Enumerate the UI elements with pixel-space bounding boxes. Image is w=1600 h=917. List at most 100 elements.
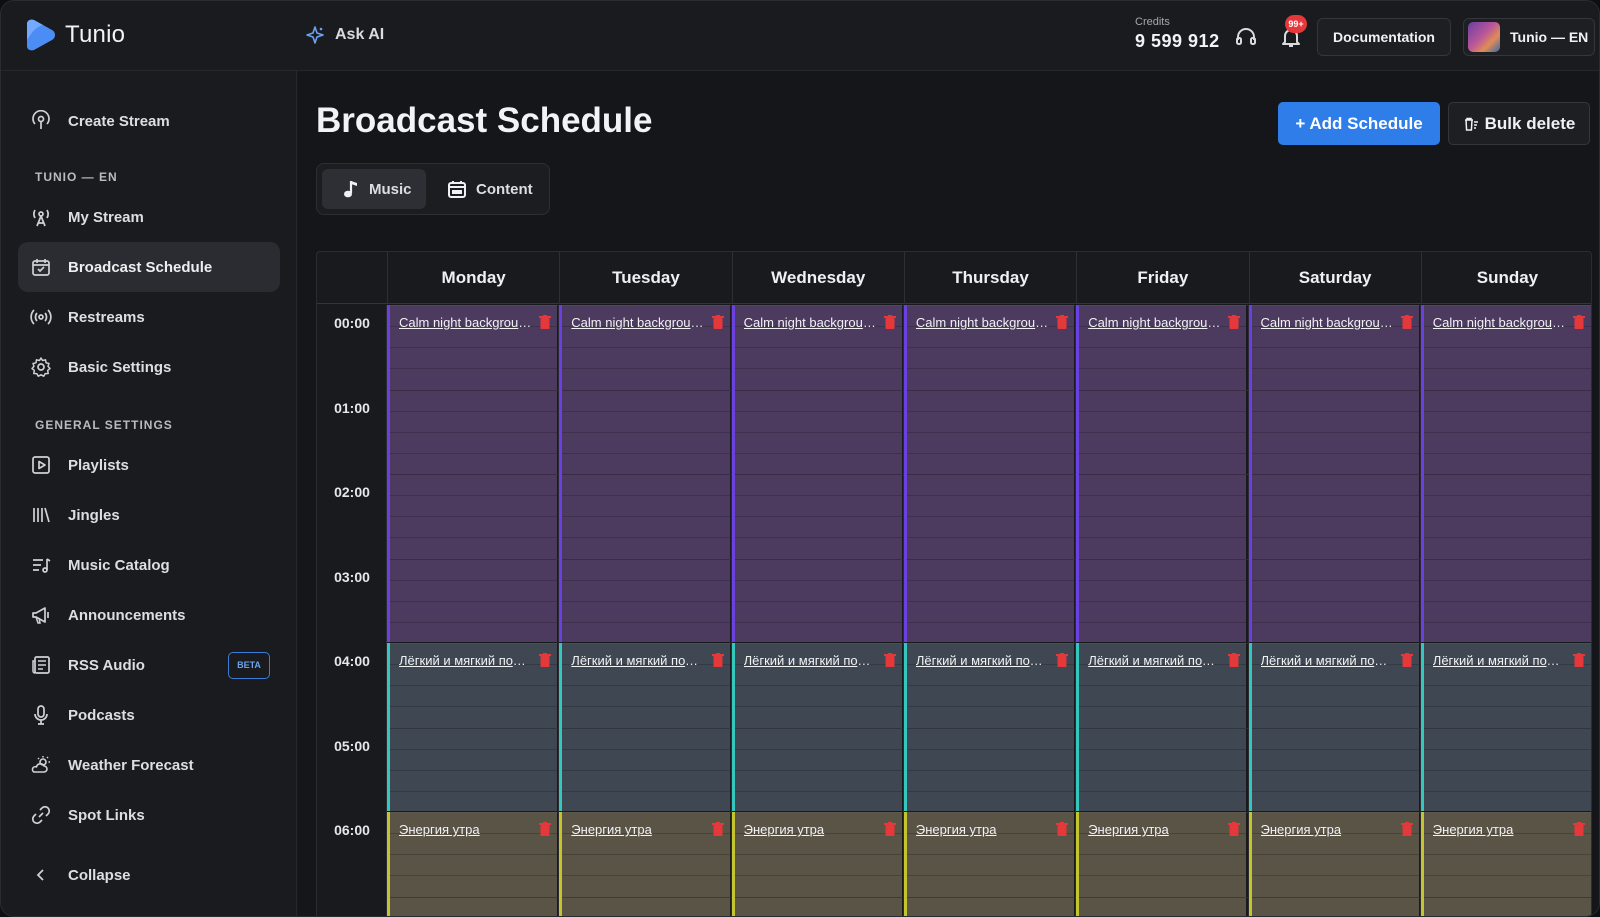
schedule-event[interactable]: Лёгкий и мягкий подкаст [903,643,1075,811]
sidebar-item-rss-audio[interactable]: RSS Audio BETA [18,640,280,690]
event-title[interactable]: Лёгкий и мягкий подкаст [1432,653,1566,668]
bulk-delete-button[interactable]: Bulk delete [1448,102,1590,145]
event-title[interactable]: Лёгкий и мягкий подкаст [1260,653,1393,668]
event-title[interactable]: Лёгкий и мягкий подкаст [1088,653,1221,668]
event-title[interactable]: Calm night background [571,315,704,330]
event-title[interactable]: Энергия утра [1088,822,1169,837]
schedule-event[interactable]: Calm night background [1420,305,1591,642]
event-title[interactable]: Энергия утра [571,822,652,837]
trash-icon[interactable] [711,315,724,329]
sidebar-item-spot-links[interactable]: Spot Links [18,790,280,840]
trash-icon[interactable] [883,653,896,667]
event-slot-line [906,621,1075,623]
sidebar-item-broadcast-schedule[interactable]: Broadcast Schedule [18,242,280,292]
sidebar-item-jingles[interactable]: Jingles [18,490,280,540]
create-stream-button[interactable]: Create Stream [18,96,280,146]
trash-icon[interactable] [1056,315,1069,329]
documentation-button[interactable]: Documentation [1317,18,1451,56]
schedule-event[interactable]: Лёгкий и мягкий подкаст [1076,643,1247,811]
event-title[interactable]: Calm night background [1260,315,1393,330]
trash-icon[interactable] [539,315,552,329]
event-title[interactable]: Лёгкий и мягкий подкаст [399,653,532,668]
schedule-event[interactable]: Лёгкий и мягкий подкаст [387,643,558,811]
event-title[interactable]: Энергия утра [1260,822,1342,837]
trash-icon[interactable] [883,822,896,836]
event-slot-line [1251,833,1419,835]
schedule-event[interactable]: Лёгкий и мягкий подкаст [1420,643,1591,811]
event-slot-line [1251,790,1419,792]
sidebar-item-playlists[interactable]: Playlists [18,440,280,490]
day-gridline [558,305,560,916]
trash-icon[interactable] [1573,653,1586,667]
schedule-event[interactable]: Энергия утра [1076,812,1247,916]
event-title[interactable]: Calm night background [399,315,532,330]
schedule-event[interactable]: Calm night background [559,305,730,642]
schedule-event[interactable]: Лёгкий и мягкий подкаст [731,643,902,811]
event-title[interactable]: Calm night background [743,315,876,330]
event-title[interactable]: Энергия утра [915,822,997,837]
event-slot-line [1079,896,1247,898]
schedule-event[interactable]: Calm night background [1076,305,1247,642]
sidebar-item-label: RSS Audio [68,656,145,674]
schedule-event[interactable]: Энергия утра [559,812,730,916]
sidebar-item-music-catalog[interactable]: Music Catalog [18,540,280,590]
tab-content[interactable]: Content [435,169,545,209]
event-title[interactable]: Calm night background [1088,315,1221,330]
event-slot-line [906,600,1075,602]
trash-icon[interactable] [1400,822,1413,836]
trash-icon[interactable] [1400,315,1413,329]
account-switcher[interactable]: Tunio — EN [1463,18,1595,56]
event-title[interactable]: Энергия утра [399,822,480,837]
event-title[interactable]: Calm night background [915,315,1049,330]
schedule-event[interactable]: Calm night background [387,305,558,642]
trash-icon[interactable] [1573,822,1586,836]
trash-icon[interactable] [711,822,724,836]
trash-icon[interactable] [539,822,552,836]
schedule-event[interactable]: Энергия утра [387,812,558,916]
schedule-event[interactable]: Лёгкий и мягкий подкаст [1248,643,1419,811]
sidebar-item-weather-forecast[interactable]: Weather Forecast [18,740,280,790]
event-title[interactable]: Лёгкий и мягкий подкаст [743,653,876,668]
trash-icon[interactable] [1228,653,1241,667]
schedule-event[interactable]: Calm night background [1248,305,1419,642]
trash-icon[interactable] [1056,653,1069,667]
trash-icon[interactable] [539,653,552,667]
trash-icon[interactable] [711,653,724,667]
sidebar-item-restreams[interactable]: Restreams [18,292,280,342]
sidebar-item-podcasts[interactable]: Podcasts [18,690,280,740]
event-slot-line [906,748,1075,750]
time-label: 06:00 [334,822,370,838]
trash-icon[interactable] [1228,822,1241,836]
trash-icon[interactable] [1573,315,1586,329]
tab-music[interactable]: Music [322,169,426,209]
trash-icon[interactable] [1400,653,1413,667]
schedule-event[interactable]: Энергия утра [1248,812,1419,916]
time-label: 04:00 [334,653,370,669]
schedule-event[interactable]: Calm night background [903,305,1075,642]
add-schedule-button[interactable]: + Add Schedule [1278,102,1440,145]
logo[interactable]: Tunio [23,18,125,52]
headset-icon[interactable] [1234,25,1258,49]
event-title[interactable]: Энергия утра [1432,822,1514,837]
bulk-delete-icon [1464,117,1478,131]
sidebar-item-my-stream[interactable]: My Stream [18,192,280,242]
schedule-event[interactable]: Calm night background [731,305,902,642]
event-title[interactable]: Энергия утра [743,822,825,837]
ask-ai-button[interactable]: Ask AI [305,25,384,45]
trash-icon[interactable] [1056,822,1069,836]
schedule-event[interactable]: Энергия утра [903,812,1075,916]
event-title[interactable]: Лёгкий и мягкий подкаст [915,653,1049,668]
sidebar-item-basic-settings[interactable]: Basic Settings [18,342,280,392]
schedule-event[interactable]: Энергия утра [731,812,902,916]
schedule-event[interactable]: Энергия утра [1420,812,1591,916]
sidebar-item-announcements[interactable]: Announcements [18,590,280,640]
schedule-event[interactable]: Лёгкий и мягкий подкаст [559,643,730,811]
event-title[interactable]: Calm night background [1432,315,1566,330]
event-slot-line [1079,579,1247,581]
collapse-sidebar-button[interactable]: Collapse [18,850,280,900]
event-title[interactable]: Лёгкий и мягкий подкаст [571,653,704,668]
trash-icon[interactable] [883,315,896,329]
event-slot-line [1251,854,1419,856]
trash-icon[interactable] [1228,315,1241,329]
event-slot-line [390,326,558,328]
